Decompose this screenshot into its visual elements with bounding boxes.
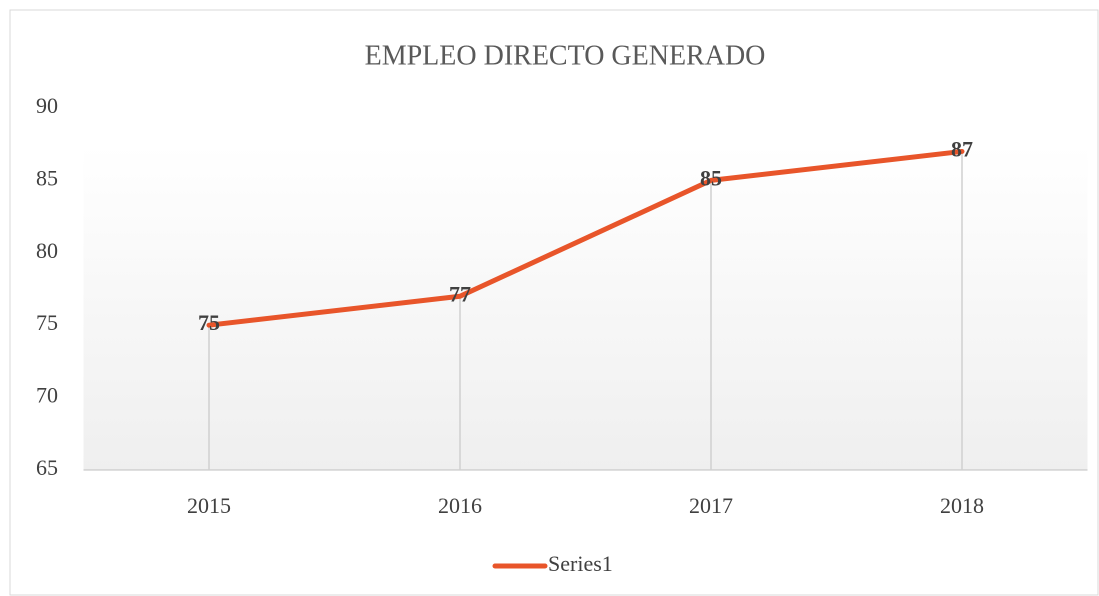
chart-title: EMPLEO DIRECTO GENERADO — [365, 40, 766, 71]
y-tick-label: 70 — [36, 383, 58, 408]
x-tick-label: 2015 — [187, 493, 231, 518]
y-tick-label: 80 — [36, 238, 58, 263]
y-tick-label: 65 — [36, 455, 58, 480]
y-tick-label: 85 — [36, 165, 58, 190]
data-label: 85 — [700, 165, 722, 190]
plot-background — [83, 145, 1088, 470]
y-tick-label: 90 — [36, 93, 58, 118]
data-label: 77 — [449, 281, 471, 306]
y-tick-label: 75 — [36, 310, 58, 335]
data-label: 87 — [951, 136, 973, 161]
legend-label: Series1 — [548, 551, 613, 576]
series-line — [206, 148, 965, 328]
x-tick-label: 2017 — [689, 493, 733, 518]
x-tick-label: 2016 — [438, 493, 482, 518]
x-tick-label: 2018 — [940, 493, 984, 518]
data-label: 75 — [198, 310, 220, 335]
